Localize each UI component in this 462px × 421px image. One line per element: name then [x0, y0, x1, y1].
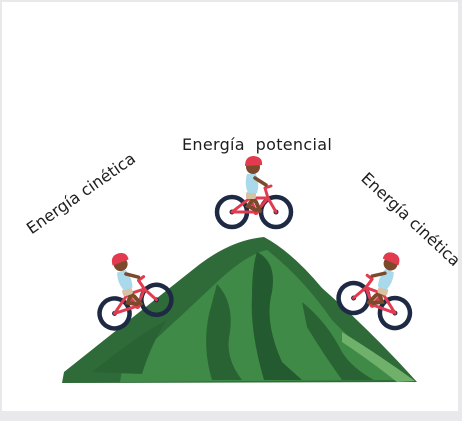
- energy-diagram: [62, 154, 458, 383]
- mountain-icon: [62, 237, 417, 383]
- cyclist-icon: [217, 154, 291, 227]
- diagram-card: Energía potencial Energía cinética Energ…: [2, 2, 462, 411]
- label-potential-energy: Energía potencial: [182, 135, 333, 154]
